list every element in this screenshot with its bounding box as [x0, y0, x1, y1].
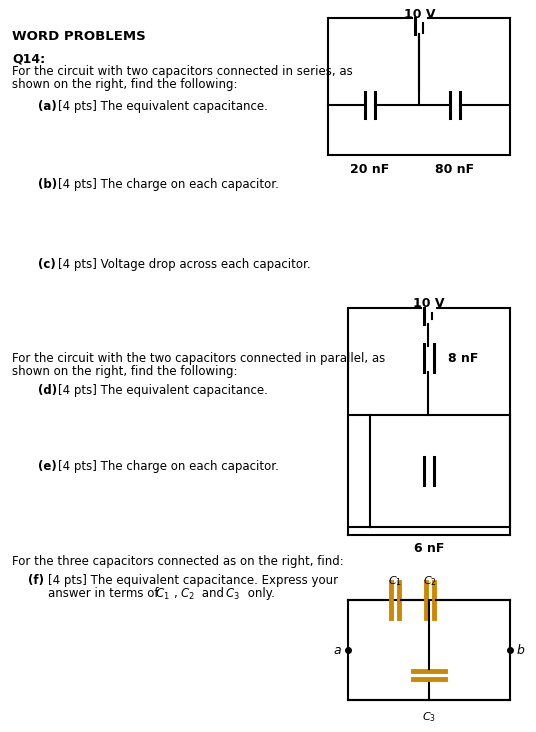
Text: (e): (e) — [38, 460, 57, 473]
Text: ,: , — [174, 587, 182, 600]
Text: For the three capacitors connected as on the right, find:: For the three capacitors connected as on… — [12, 555, 344, 568]
Text: $C_2$: $C_2$ — [423, 574, 437, 588]
Text: $C_3$: $C_3$ — [225, 587, 240, 602]
Text: Q14:: Q14: — [12, 52, 45, 65]
Text: [4 pts] The equivalent capacitance.: [4 pts] The equivalent capacitance. — [58, 100, 268, 113]
Text: 6 nF: 6 nF — [414, 542, 444, 555]
Text: 10 V: 10 V — [404, 8, 436, 21]
Text: shown on the right, find the following:: shown on the right, find the following: — [12, 365, 237, 378]
Text: [4 pts] The charge on each capacitor.: [4 pts] The charge on each capacitor. — [58, 178, 279, 191]
Text: only.: only. — [244, 587, 275, 600]
Text: $C_1$: $C_1$ — [388, 574, 402, 588]
Text: [4 pts] The charge on each capacitor.: [4 pts] The charge on each capacitor. — [58, 460, 279, 473]
Text: $C_1$: $C_1$ — [155, 587, 170, 602]
Text: $a$: $a$ — [333, 643, 342, 657]
Text: 8 nF: 8 nF — [448, 351, 478, 365]
Text: 80 nF: 80 nF — [435, 163, 474, 176]
Text: $C_3$: $C_3$ — [422, 710, 436, 724]
Text: (c): (c) — [38, 258, 56, 271]
Text: (f): (f) — [28, 574, 44, 587]
Text: shown on the right, find the following:: shown on the right, find the following: — [12, 78, 237, 91]
Text: (d): (d) — [38, 384, 57, 397]
Text: For the circuit with two capacitors connected in series, as: For the circuit with two capacitors conn… — [12, 65, 353, 78]
Text: [4 pts] The equivalent capacitance.: [4 pts] The equivalent capacitance. — [58, 384, 268, 397]
Text: and: and — [198, 587, 228, 600]
Text: answer in terms of: answer in terms of — [48, 587, 162, 600]
Text: $C_2$: $C_2$ — [180, 587, 195, 602]
Text: [4 pts] The equivalent capacitance. Express your: [4 pts] The equivalent capacitance. Expr… — [48, 574, 338, 587]
Text: For the circuit with the two capacitors connected in parallel, as: For the circuit with the two capacitors … — [12, 352, 385, 365]
Text: $b$: $b$ — [516, 643, 525, 657]
Text: 20 nF: 20 nF — [351, 163, 390, 176]
Text: (b): (b) — [38, 178, 57, 191]
Text: (a): (a) — [38, 100, 57, 113]
Text: WORD PROBLEMS: WORD PROBLEMS — [12, 30, 146, 43]
Text: [4 pts] Voltage drop across each capacitor.: [4 pts] Voltage drop across each capacit… — [58, 258, 311, 271]
Text: 10 V: 10 V — [413, 297, 445, 310]
